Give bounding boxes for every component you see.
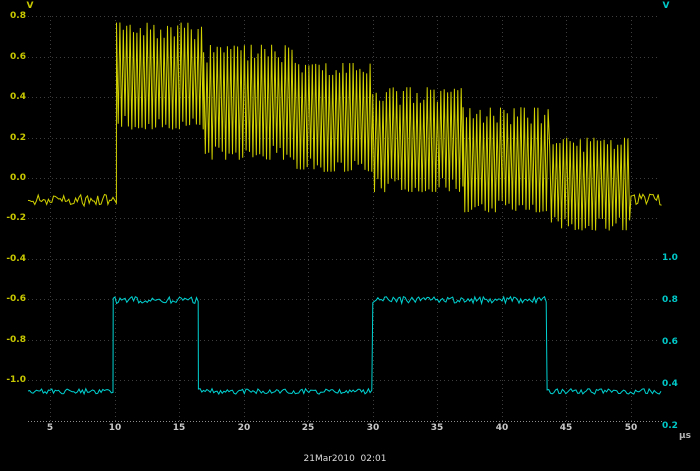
trace-composite-video-yellow	[27, 22, 662, 231]
x-axis-tick-label: 15	[172, 423, 186, 433]
left-axis-tick-label: -1.0	[6, 375, 26, 385]
left-axis-tick-label: -0.8	[6, 335, 26, 345]
x-axis-tick-label: 5	[46, 423, 54, 433]
right-axis-tick-label: 0.4	[662, 379, 678, 389]
left-axis-tick-label: 0.0	[10, 173, 26, 183]
x-axis-tick-label: 10	[108, 423, 122, 433]
right-axis-tick-label: 0.6	[662, 337, 678, 347]
x-axis-tick-label: 40	[495, 423, 509, 433]
x-axis-tick-label: 35	[430, 423, 444, 433]
x-axis-tick-label: 50	[624, 423, 638, 433]
left-axis-tick-label: 0.2	[10, 133, 26, 143]
left-axis-tick-label: -0.2	[6, 213, 26, 223]
right-axis-unit-label: V	[662, 1, 670, 11]
footer-captions: 21Mar2010 02:01 Atari Low Res yellow/cya…	[235, 432, 454, 471]
left-axis-tick-label: 0.4	[10, 92, 26, 102]
x-axis-tick-label: 25	[301, 423, 315, 433]
left-axis-tick-label: -0.4	[6, 254, 26, 264]
left-axis-tick-label: 0.6	[10, 52, 26, 62]
x-axis-tick-label: 30	[366, 423, 380, 433]
x-axis-tick-label: 45	[559, 423, 573, 433]
left-axis-unit-label: V	[26, 1, 34, 11]
x-axis-unit-label: μs	[679, 431, 691, 441]
right-axis-tick-label: 0.8	[662, 295, 678, 305]
right-axis-tick-label: 1.0	[662, 253, 678, 263]
trace-pulse-cyan	[27, 295, 662, 396]
right-axis-tick-label: 0.2	[662, 421, 678, 431]
left-axis-tick-label: 0.8	[10, 11, 26, 21]
timestamp-label: 21Mar2010 02:01	[303, 454, 387, 464]
x-axis-tick-label: 20	[237, 423, 251, 433]
left-axis-tick-label: -0.6	[6, 294, 26, 304]
